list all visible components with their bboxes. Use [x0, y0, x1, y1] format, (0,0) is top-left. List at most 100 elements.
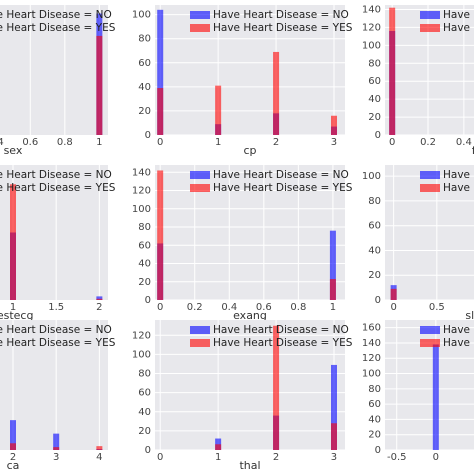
y-tick-label: 20 — [138, 106, 151, 117]
bar — [53, 447, 60, 450]
y-tick-label: 60 — [368, 76, 381, 87]
bar — [10, 420, 16, 450]
y-tick-label: 100 — [132, 349, 151, 360]
legend-label: Have Heart Disease = YES — [213, 22, 353, 34]
legend-label: Have Heart Disease = YES — [443, 22, 474, 34]
y-tick-label: 80 — [138, 222, 151, 233]
bar — [10, 443, 16, 450]
bar — [273, 325, 280, 450]
y-tick-label: 40 — [368, 94, 381, 105]
x-tick-label: 0.4 — [221, 302, 237, 313]
y-tick-label: 140 — [362, 338, 381, 349]
y-tick-label: 100 — [362, 171, 381, 182]
y-tick-label: 140 — [132, 167, 151, 178]
x-tick-label: 0 — [390, 302, 396, 313]
x-axis-label: fbs — [472, 144, 474, 157]
x-tick-label: 0.6 — [22, 137, 38, 148]
x-tick-label: 0.8 — [57, 137, 73, 148]
bar — [273, 51, 280, 135]
y-tick-label: 120 — [132, 186, 151, 197]
legend-label: Have Heart Disease = YES — [213, 337, 353, 349]
bar — [96, 298, 103, 300]
y-tick-label: 40 — [138, 82, 151, 93]
x-tick-label: 1 — [330, 302, 336, 313]
legend-label: Have Heart Disease = YES — [443, 337, 474, 349]
x-tick-label: 0.4 — [456, 137, 472, 148]
legend-swatch — [420, 184, 440, 192]
bar — [330, 423, 337, 450]
legend-label: Have Heart Disease = NO — [0, 9, 112, 21]
x-tick-label: 0.2 — [187, 302, 203, 313]
x-tick-label: 0.2 — [420, 137, 436, 148]
x-axis-label: restecg — [0, 309, 33, 322]
x-tick-label: 2 — [273, 452, 279, 463]
y-tick-label: 60 — [138, 58, 151, 69]
y-tick-label: 160 — [362, 323, 381, 334]
x-tick-label: 1 — [96, 137, 102, 148]
legend-swatch — [420, 11, 440, 19]
y-tick-label: 80 — [368, 58, 381, 69]
panel: 0 20 40 60 80 100 120 0 1 2 3 thal Have Heart Diseas… — [132, 320, 353, 472]
x-tick-label: 0.6 — [256, 302, 272, 313]
y-tick-label: 60 — [368, 221, 381, 232]
x-tick-label: -0.5 — [387, 452, 407, 463]
y-tick-label: 0 — [375, 445, 381, 456]
panel: 0 20 40 60 80 100 120 140 0 0.2 0.4 0.6 0.8 1 exang Hav… — [132, 165, 353, 322]
legend-label: Have Heart Disease = NO — [213, 324, 349, 336]
x-tick-label: 0 — [157, 302, 163, 313]
legend-label: Have Heart Disease = NO — [0, 169, 112, 181]
y-tick-label: 80 — [368, 196, 381, 207]
bar — [96, 296, 103, 300]
panel: 0.4 0.6 0.8 1 sex Have Heart Disease = NOHave… — [0, 5, 116, 157]
y-tick-label: 20 — [368, 112, 381, 123]
legend-swatch — [190, 184, 210, 192]
x-axis-label: cp — [243, 144, 256, 157]
bar — [96, 446, 103, 450]
legend-swatch — [420, 326, 440, 334]
x-tick-label: 0.4 — [0, 137, 4, 148]
plot-background — [155, 165, 345, 300]
y-tick-label: 100 — [132, 10, 151, 21]
legend-swatch — [190, 339, 210, 347]
panel: 0 20 40 60 80 100 120 140 160 -0.5 0 Have Heart Dis… — [362, 320, 474, 463]
x-axis-label: slope — [465, 309, 474, 322]
bar — [215, 444, 222, 450]
legend-label: Have Heart Disease = YES — [0, 337, 116, 349]
x-tick-label: 1 — [215, 137, 221, 148]
legend-swatch — [190, 11, 210, 19]
plot-background — [0, 5, 108, 135]
panel: 0 20 40 60 80 100 120 140 0 0.2 0.4fbs Have Heart D… — [362, 4, 474, 157]
y-tick-label: 80 — [368, 384, 381, 395]
bar — [329, 279, 336, 300]
bar — [389, 7, 396, 136]
x-tick-label: 1.5 — [48, 302, 64, 313]
bar — [157, 88, 164, 135]
legend-label: Have Heart Disease = NO — [213, 169, 349, 181]
panel: 0 20 40 60 80 100 0 1 2 3 cp Have Heart Disease = N… — [132, 5, 353, 157]
bar — [157, 9, 164, 136]
legend-label: Have Heart Disease = YES — [443, 182, 474, 194]
bar — [432, 344, 439, 450]
bar — [10, 184, 16, 300]
y-tick-label: 100 — [362, 369, 381, 380]
bar — [96, 35, 103, 135]
x-tick-label: 1 — [215, 452, 221, 463]
x-tick-label: 3 — [331, 137, 337, 148]
legend-label: Have Heart Disease = NO — [443, 9, 474, 21]
x-axis-label: exang — [233, 309, 267, 322]
y-tick-label: 20 — [368, 270, 381, 281]
y-tick-label: 140 — [362, 4, 381, 15]
legend-swatch — [190, 326, 210, 334]
y-tick-label: 40 — [138, 259, 151, 270]
x-tick-label: 0 — [157, 452, 163, 463]
y-tick-label: 60 — [368, 399, 381, 410]
x-tick-label: 2 — [273, 137, 279, 148]
bar — [330, 364, 337, 450]
y-tick-label: 20 — [138, 426, 151, 437]
x-tick-label: 3 — [53, 452, 59, 463]
bar — [330, 115, 337, 135]
y-tick-label: 100 — [362, 40, 381, 51]
y-tick-label: 40 — [368, 414, 381, 425]
